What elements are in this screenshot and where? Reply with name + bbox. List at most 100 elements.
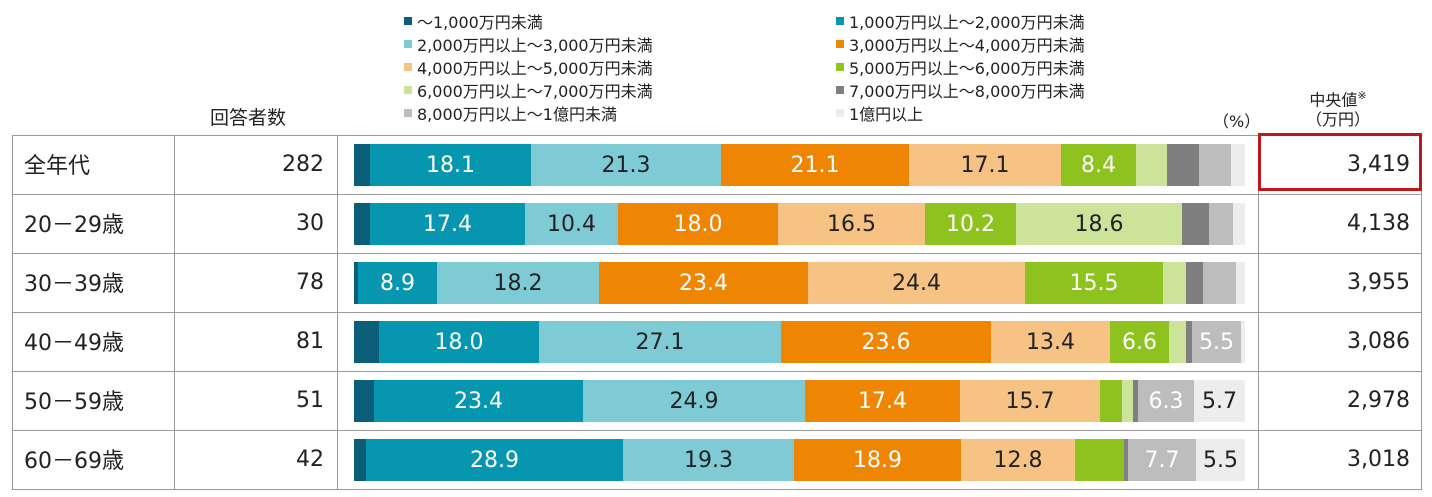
- bar-segment: 10.2: [925, 203, 1016, 245]
- percent-unit-label: （%）: [1213, 112, 1261, 131]
- legend-swatch: [836, 86, 844, 94]
- bar-segment: 8.4: [1061, 144, 1136, 186]
- bar-segment: 24.4: [808, 262, 1025, 304]
- grid-line: [12, 135, 1422, 136]
- bar-segment: 5.5: [1192, 321, 1241, 363]
- median-value: 3,018: [1347, 446, 1410, 472]
- bar-segment: [1233, 203, 1245, 245]
- legend-swatch: [836, 40, 844, 48]
- bar-segment: 18.9: [794, 439, 961, 481]
- median-header: 中央値※ （万円）: [1278, 86, 1398, 130]
- bar-segment: 7.7: [1128, 439, 1196, 481]
- bar-segment: 21.3: [531, 144, 721, 186]
- legend-item: 6,000万円以上～7,000万円未満: [404, 79, 653, 101]
- grid-line: [12, 430, 1422, 431]
- bar-segment: [1236, 262, 1245, 304]
- row-label: 20－29歳: [24, 213, 124, 238]
- bar-segment: [1199, 144, 1231, 186]
- bar-segment: 19.3: [623, 439, 794, 481]
- row-label: 40－49歳: [24, 331, 124, 356]
- legend-label: 2,000万円以上～3,000万円未満: [417, 36, 653, 55]
- median-note-mark: ※: [1357, 89, 1367, 102]
- legend-item: 7,000万円以上～8,000万円未満: [836, 79, 1085, 101]
- highlight-box: [1258, 133, 1422, 191]
- bar-segment: 18.0: [618, 203, 778, 245]
- bar-segment: 21.1: [721, 144, 909, 186]
- bar-segment: [354, 439, 366, 481]
- grid-line: [1258, 135, 1259, 489]
- legend-swatch: [404, 63, 412, 71]
- bar-segment: [1136, 144, 1167, 186]
- bar-segment: 18.2: [437, 262, 599, 304]
- bar-segment: [1167, 144, 1199, 186]
- legend-swatch: [404, 17, 412, 25]
- grid-line: [174, 135, 175, 489]
- respondents-header: 回答者数: [210, 107, 287, 129]
- legend-item: 2,000万円以上～3,000万円未満: [404, 33, 653, 55]
- bar-segment: [1075, 439, 1124, 481]
- respondent-count: 282: [282, 151, 324, 177]
- bar-segment: 23.4: [599, 262, 808, 304]
- legend-swatch: [836, 63, 844, 71]
- bar-segment: 17.1: [909, 144, 1061, 186]
- bar-segment: 6.6: [1110, 321, 1169, 363]
- median-value: 3,419: [1347, 151, 1410, 177]
- bar-segment: 6.3: [1138, 380, 1194, 422]
- legend-label: 8,000万円以上～1億円未満: [417, 105, 617, 124]
- stacked-bar: 18.1 21.3 21.1 17.1 8.4: [354, 144, 1245, 186]
- legend-label: 1億円以上: [849, 105, 924, 124]
- stacked-bar: 17.4 10.4 18.0 16.5 10.2 18.6: [354, 203, 1245, 245]
- stacked-bar: 8.9 18.2 23.4 24.4 15.5: [354, 262, 1245, 304]
- bar-segment: 18.6: [1016, 203, 1182, 245]
- grid-line: [12, 371, 1422, 372]
- bar-segment: 18.0: [379, 321, 539, 363]
- row-label: 60－69歳: [24, 449, 124, 474]
- legend: ～1,000万円未満 1,000万円以上～2,000万円未満 2,000万円以上～3…: [404, 10, 1164, 128]
- stacked-bar: 28.9 19.3 18.9 12.8 7.7 5.5: [354, 439, 1245, 481]
- bar-segment: 5.5: [1196, 439, 1245, 481]
- bar-segment: [1133, 380, 1138, 422]
- bar-segment: 18.1: [370, 144, 531, 186]
- legend-label: 7,000万円以上～8,000万円未満: [849, 82, 1085, 101]
- bar-segment: 28.9: [366, 439, 623, 481]
- bar-segment: [1186, 262, 1203, 304]
- bar-segment: [1163, 262, 1186, 304]
- legend-item: ～1,000万円未満: [404, 10, 543, 32]
- bar-segment: 15.5: [1025, 262, 1163, 304]
- legend-item: 3,000万円以上～4,000万円未満: [836, 33, 1085, 55]
- bar-segment: [1169, 321, 1186, 363]
- bar-segment: 17.4: [370, 203, 525, 245]
- bar-segment: 13.4: [991, 321, 1110, 363]
- stacked-bar: 23.4 24.9 17.4 15.7 6.3 5.7: [354, 380, 1245, 422]
- respondent-count: 81: [296, 328, 324, 354]
- bar-segment: 12.8: [961, 439, 1075, 481]
- legend-item: 4,000万円以上～5,000万円未満: [404, 56, 653, 78]
- legend-label: 4,000万円以上～5,000万円未満: [417, 59, 653, 78]
- legend-label: 1,000万円以上～2,000万円未満: [849, 13, 1085, 32]
- legend-item: 1,000万円以上～2,000万円未満: [836, 10, 1085, 32]
- bar-segment: [354, 321, 379, 363]
- bar-segment: 23.4: [374, 380, 583, 422]
- median-value: 4,138: [1347, 210, 1410, 236]
- legend-label: 3,000万円以上～4,000万円未満: [849, 36, 1085, 55]
- bar-segment: 27.1: [539, 321, 781, 363]
- legend-label: ～1,000万円未満: [417, 13, 543, 32]
- grid-line: [1421, 135, 1422, 489]
- grid-line: [12, 194, 1422, 195]
- median-header-unit: （万円）: [1305, 110, 1370, 130]
- legend-item: 1億円以上: [836, 102, 923, 124]
- bar-segment: [1186, 321, 1192, 363]
- legend-swatch: [836, 17, 844, 25]
- bar-segment: [1100, 380, 1122, 422]
- legend-swatch: [836, 109, 844, 117]
- stacked-bar: 18.0 27.1 23.6 13.4 6.6 5.5: [354, 321, 1245, 363]
- median-value: 3,955: [1347, 269, 1410, 295]
- median-header-title: 中央値: [1309, 90, 1358, 110]
- legend-swatch: [404, 86, 412, 94]
- grid-line: [12, 135, 13, 489]
- legend-item: 8,000万円以上～1億円未満: [404, 102, 617, 124]
- legend-item: 5,000万円以上～6,000万円未満: [836, 56, 1085, 78]
- legend-label: 5,000万円以上～6,000万円未満: [849, 59, 1085, 78]
- bar-segment: 8.9: [358, 262, 437, 304]
- bar-segment: 15.7: [960, 380, 1100, 422]
